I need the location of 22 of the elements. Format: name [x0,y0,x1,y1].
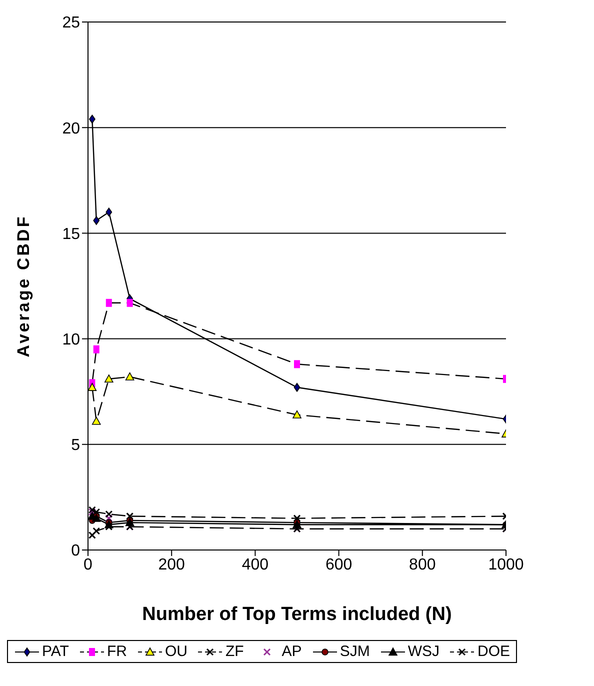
legend-label: OU [164,643,188,660]
legend-label: FR [106,643,127,660]
legend-label: AP [282,643,302,660]
x-axis-title: Number of Top Terms included (N) [142,604,452,625]
legend-label: PAT [42,643,69,660]
x-tick-label: 800 [409,556,436,574]
y-tick-label: 10 [62,331,80,348]
x-tick-label: 0 [84,556,93,574]
y-tick-label: 20 [62,120,80,138]
legend-label: DOE [477,643,510,660]
y-axis-title: Average CBDF [14,214,34,358]
legend-label: WSJ [408,643,440,660]
legend-label: SJM [340,643,370,660]
y-tick-label: 15 [62,226,80,243]
x-tick-label: 1000 [488,556,524,574]
legend-label: ZF [225,643,244,660]
x-tick-label: 400 [242,556,269,574]
y-tick-label: 5 [71,437,80,454]
x-tick-label: 200 [158,556,186,574]
x-tick-label: 600 [325,556,352,574]
y-tick-label: 0 [71,542,80,560]
y-tick-label: 25 [62,14,80,32]
